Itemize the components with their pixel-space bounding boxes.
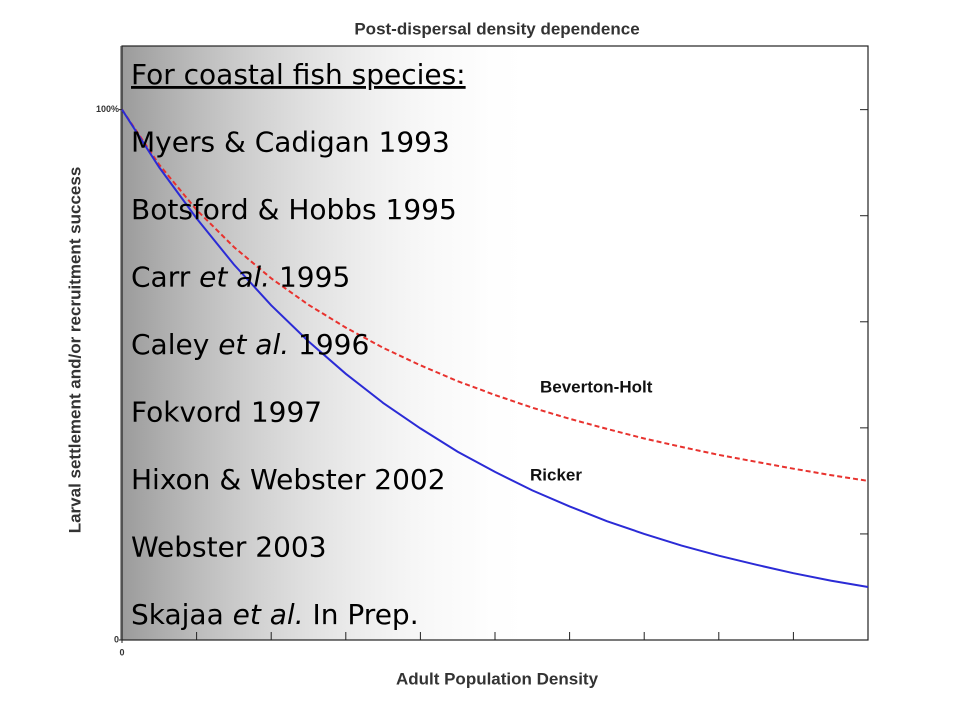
reference-part: Botsford & Hobbs 1995 [131, 193, 457, 226]
reference-part: et al. [218, 328, 289, 361]
reference-part: Fokvord 1997 [131, 396, 322, 429]
reference-part: Hixon & Webster 2002 [131, 463, 446, 496]
reference: Skajaa et al. In Prep. [131, 598, 419, 631]
series-line [121, 109, 869, 588]
reference-part: et al. [233, 598, 304, 631]
series-line [121, 109, 869, 482]
reference-part: In Prep. [304, 598, 419, 631]
overlay-text: For coastal fish species: Myers & Cadigan… [131, 58, 466, 631]
y-tick-label: 0 [114, 634, 119, 644]
reference-part: Skajaa [131, 598, 233, 631]
reference: Hixon & Webster 2002 [131, 463, 446, 496]
overlay-shade [120, 46, 540, 640]
y-axis-label: Larval settlement and/or recruitment suc… [65, 167, 84, 534]
reference-part: et al. [199, 261, 270, 294]
reference-part: Carr [131, 261, 199, 294]
reference: Carr et al. 1995 [131, 261, 350, 294]
reference-part: 1995 [270, 261, 350, 294]
chart-title: Post-dispersal density dependence [354, 19, 639, 38]
reference-part: Myers & Cadigan 1993 [131, 126, 450, 159]
curve-label: Beverton-Holt [540, 377, 653, 396]
y-tick-label: 100% [96, 104, 119, 114]
overlay-heading: For coastal fish species: [131, 58, 466, 91]
x-axis-label: Adult Population Density [396, 669, 599, 688]
x-tick-label: 0 [119, 647, 124, 657]
curve-label: Ricker [530, 465, 582, 484]
reference: Webster 2003 [131, 531, 327, 564]
plot: 0 100% 0 Beverton-Holt Ricker [96, 104, 869, 657]
reference-part: 1996 [289, 328, 369, 361]
reference-part: Webster 2003 [131, 531, 327, 564]
reference-part: Caley [131, 328, 218, 361]
reference: Botsford & Hobbs 1995 [131, 193, 457, 226]
reference: Fokvord 1997 [131, 396, 322, 429]
reference: Myers & Cadigan 1993 [131, 126, 450, 159]
reference: Caley et al. 1996 [131, 328, 369, 361]
